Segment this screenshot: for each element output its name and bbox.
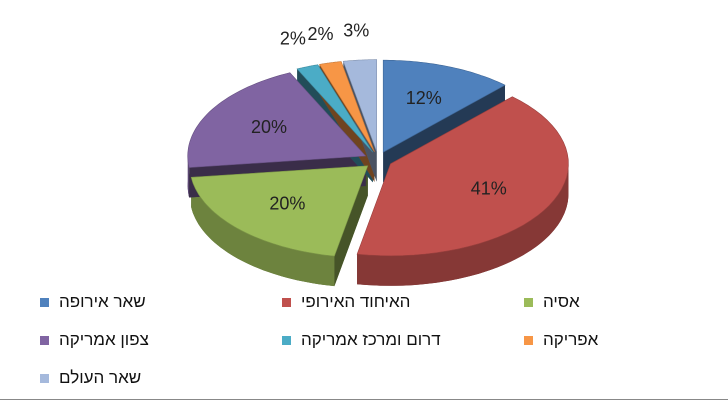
legend-label: דרום ומרכז אמריקה [301, 330, 441, 349]
legend-label: אפריקה [543, 330, 599, 349]
legend-label: שאר אירופה [59, 292, 146, 311]
legend-swatch [282, 335, 291, 345]
data-label: 2% [280, 29, 306, 49]
legend: שאר אירופה האיחוד האירופי אסיה צפון אמריקה ד… [40, 290, 700, 390]
slice [187, 72, 367, 168]
slice [382, 59, 506, 153]
slice [190, 165, 369, 257]
legend-item: צפון אמריקה [40, 328, 282, 352]
legend-label: האיחוד האירופי [301, 292, 411, 311]
data-label: 2% [308, 24, 334, 44]
legend-item: אסיה [524, 290, 700, 314]
data-label: 41% [471, 178, 507, 198]
slice [356, 96, 569, 257]
legend-item: האיחוד האירופי [282, 290, 524, 314]
data-label: 20% [251, 117, 287, 137]
slice-outer-wall [191, 177, 335, 287]
slice [319, 61, 375, 153]
legend-swatch [40, 297, 49, 307]
slice [296, 64, 374, 153]
legend-label: שאר העולם [59, 368, 142, 387]
legend-label: אסיה [543, 292, 580, 311]
legend-swatch [40, 373, 49, 383]
legend-item: אפריקה [524, 328, 700, 352]
legend-swatch [40, 335, 49, 345]
pie-area: 12% 41% 20% 20% 2% 2% 3% [187, 21, 569, 287]
legend-item: שאר העולם [40, 366, 282, 390]
legend-swatch [282, 297, 291, 307]
legend-swatch [524, 335, 533, 345]
legend-swatch [524, 297, 533, 307]
legend-label: צפון אמריקה [59, 330, 149, 349]
data-label: 20% [269, 194, 305, 214]
legend-item: דרום ומרכז אמריקה [282, 328, 524, 352]
data-label: 3% [343, 21, 369, 41]
data-label: 12% [406, 88, 442, 108]
slice [342, 59, 377, 152]
legend-item: שאר אירופה [40, 290, 282, 314]
